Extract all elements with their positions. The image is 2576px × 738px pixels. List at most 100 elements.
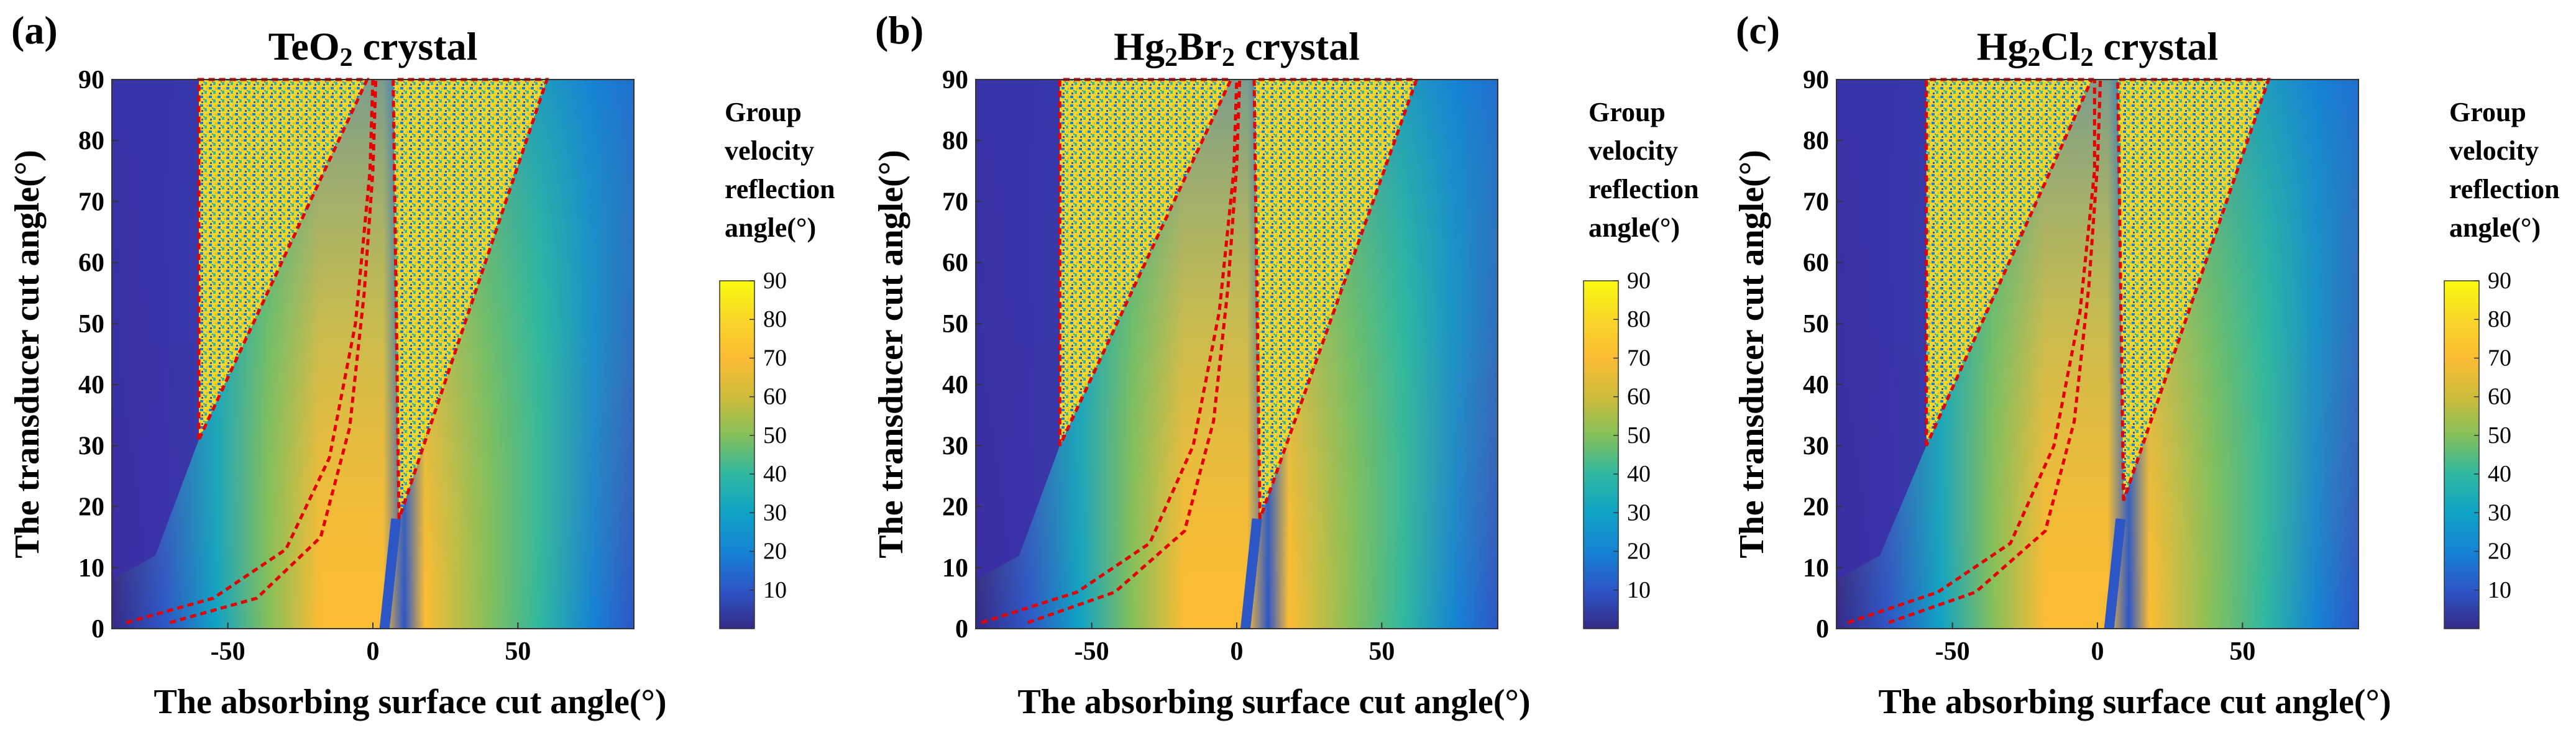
y-tick-label: 40 [1803, 371, 1829, 399]
colorbar-title-line: angle(°) [2449, 212, 2541, 243]
title-subscript: 2 [340, 43, 353, 72]
x-tick-label: 0 [1231, 637, 1244, 666]
colorbar-tick-label: 70 [1627, 345, 1651, 371]
y-tick-label: 80 [78, 127, 104, 155]
y-tick-label: 60 [1803, 249, 1829, 278]
y-axis-label: The transducer cut angle(°) [872, 150, 910, 558]
colorbar-tick-label: 70 [763, 345, 787, 371]
panel-title: TeO2 crystal [268, 24, 478, 72]
title-text: TeO [268, 24, 340, 68]
y-tick-label: 60 [942, 249, 968, 278]
panel-label: (c) [1736, 8, 1780, 52]
colorbar-tick-label: 10 [1627, 577, 1651, 603]
colorbar-title-line: velocity [2449, 135, 2539, 166]
x-tick-label: -50 [1075, 637, 1109, 666]
boundary-left-region [1058, 78, 1234, 447]
panel-title: Hg2Br2 crystal [1114, 24, 1360, 72]
x-tick-label: 50 [505, 637, 531, 666]
colorbar-tick-label: 50 [2488, 422, 2511, 449]
title-text: Hg [1977, 24, 2028, 68]
y-tick-label: 30 [1803, 432, 1829, 460]
colorbar-tick-label: 20 [2488, 539, 2511, 565]
y-tick-label: 20 [78, 493, 104, 522]
colorbar-tick-label: 20 [763, 539, 787, 565]
x-tick-label: -50 [211, 637, 245, 666]
y-tick-label: 50 [942, 310, 968, 339]
title-subscript: 2 [2080, 43, 2093, 72]
title-text: Cl [2040, 24, 2080, 68]
x-tick-label: 0 [367, 637, 380, 666]
colorbar-title-line: Group [725, 97, 802, 127]
panel-label: (a) [11, 8, 58, 52]
boundary-curve-inner [1027, 79, 1242, 624]
y-tick-label: 10 [942, 554, 968, 583]
heatmap [1836, 80, 2358, 629]
colorbar-tick-label: 30 [763, 499, 787, 526]
low-angle-band [379, 518, 401, 629]
colorbar-title-line: reflection [1588, 174, 1699, 204]
colorbar-title-line: reflection [725, 174, 835, 204]
colorbar-tick-label: 60 [1627, 384, 1651, 410]
colorbar-tick-label: 40 [1627, 461, 1651, 487]
colorbar-tick-label: 60 [2488, 384, 2511, 410]
title-text: Br [1178, 24, 1222, 68]
y-tick-label: 80 [1803, 127, 1829, 155]
colorbar-tick-label: 20 [1627, 539, 1651, 565]
colorbar-tick-label: 10 [2488, 577, 2511, 603]
colorbar-tick-label: 80 [2488, 306, 2511, 332]
y-tick-label: 10 [78, 554, 104, 583]
y-tick-label: 20 [1803, 493, 1829, 522]
y-tick-label: 0 [91, 615, 104, 644]
panel-c: 0 10 20 30 40 50 60 70 80 90 -50 0 50 The absorbing s… [1733, 8, 2560, 721]
panel-b: 0 10 20 30 40 50 60 70 80 90 -50 0 50 The absorbing s… [872, 8, 1699, 721]
colorbar [1583, 280, 1619, 629]
y-tick-label: 50 [1803, 310, 1829, 339]
boundary-curve-inner [1888, 79, 2102, 624]
colorbar-title-line: velocity [1588, 135, 1678, 166]
colorbar-tick-label: 50 [763, 422, 787, 449]
x-tick-label: 50 [2229, 637, 2255, 666]
panel-title: Hg2Cl2 crystal [1977, 24, 2219, 72]
colorbar-title-line: reflection [2449, 174, 2560, 204]
colorbar-tick-label: 90 [2488, 268, 2511, 294]
y-axis-label: The transducer cut angle(°) [8, 150, 47, 558]
boundary-right-region [392, 78, 549, 519]
y-tick-label: 10 [1803, 554, 1829, 583]
y-tick-label: 80 [942, 127, 968, 155]
colorbar [2444, 280, 2480, 629]
colorbar [719, 280, 755, 629]
noise-region-right [2117, 80, 2269, 501]
boundary-curve-outer [126, 79, 375, 624]
colorbar-tick-label: 80 [1627, 306, 1651, 332]
y-tick-label: 70 [1803, 188, 1829, 216]
title-text: crystal [353, 24, 478, 68]
heatmap [112, 80, 634, 629]
y-tick-label: 70 [942, 188, 968, 216]
colorbar-tick-label: 90 [763, 268, 787, 294]
colorbar-title-line: Group [2449, 97, 2526, 127]
y-tick-label: 0 [955, 615, 968, 644]
x-axis-label: The absorbing surface cut angle(°) [1878, 683, 2391, 721]
colorbar-tick-label: 30 [2488, 499, 2511, 526]
colorbar-tick-label: 70 [2488, 345, 2511, 371]
x-tick-label: 50 [1368, 637, 1395, 666]
boundary-curve-inner [169, 79, 378, 624]
x-tick-label: 0 [2091, 637, 2104, 666]
title-text: crystal [1235, 24, 1360, 68]
y-tick-label: 40 [78, 371, 104, 399]
y-tick-label: 90 [1803, 66, 1829, 94]
x-axis-label: The absorbing surface cut angle(°) [1017, 683, 1530, 721]
colorbar-tick-label: 10 [763, 577, 787, 603]
y-tick-label: 90 [78, 66, 104, 94]
title-subscript: 2 [2027, 43, 2040, 72]
title-subscript: 2 [1165, 43, 1178, 72]
colorbar-title-line: angle(°) [725, 212, 816, 243]
boundary-curve-outer [981, 79, 1239, 624]
x-axis-label: The absorbing surface cut angle(°) [154, 683, 666, 721]
title-text: crystal [2093, 24, 2218, 68]
colorbar-tick-label: 50 [1627, 422, 1651, 449]
x-tick-label: -50 [1935, 637, 1970, 666]
y-tick-label: 60 [78, 249, 104, 278]
colorbar-tick-label: 90 [1627, 268, 1651, 294]
